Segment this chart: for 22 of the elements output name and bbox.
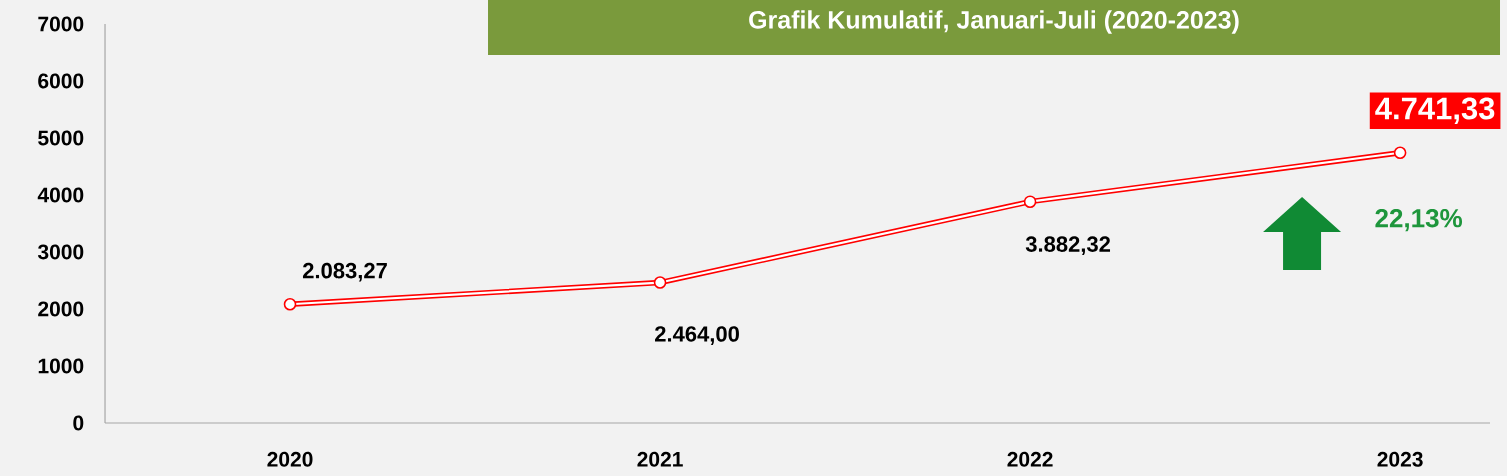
point — [283, 297, 297, 311]
point — [653, 276, 667, 289]
data-label: 2.083,27 — [302, 262, 387, 282]
y-tick-label: 2000 — [38, 301, 84, 317]
x-tick-label: 2023 — [1377, 451, 1423, 467]
y-tick-label: 0 — [73, 415, 84, 431]
point — [1023, 195, 1037, 208]
x-tick-label: 2021 — [637, 451, 683, 467]
y-tick-label: 1000 — [38, 358, 84, 374]
annotation: 22,13% — [1375, 208, 1463, 232]
data-label: 4.741,33 — [1375, 97, 1495, 124]
point — [1393, 146, 1407, 160]
chart-title: Grafik Kumulatif, Januari-Juli (2020-2023) — [749, 10, 1239, 34]
data-label: 3.882,32 — [1025, 236, 1111, 256]
y-tick-label: 6000 — [38, 73, 84, 89]
y-tick-label: 7000 — [38, 16, 84, 32]
x-tick-label: 2020 — [267, 451, 313, 467]
y-tick-label: 4000 — [37, 187, 84, 203]
data-label: 2.464,00 — [655, 326, 739, 345]
y-tick-label: 3000 — [37, 244, 84, 260]
y-tick-label: 5000 — [38, 130, 84, 146]
x-tick-label: 2022 — [1007, 451, 1053, 467]
